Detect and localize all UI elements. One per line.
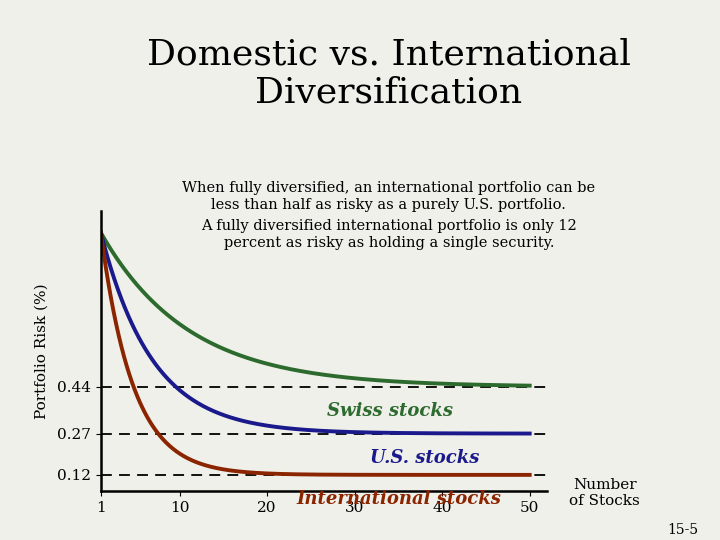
Text: 15-5: 15-5 [667,523,698,537]
Text: U.S. stocks: U.S. stocks [370,449,480,467]
Text: Number
of Stocks: Number of Stocks [570,478,640,508]
Text: International stocks: International stocks [296,490,501,508]
Y-axis label: Portfolio Risk (%): Portfolio Risk (%) [35,283,49,419]
Text: Swiss stocks: Swiss stocks [327,402,453,420]
Text: A fully diversified international portfolio is only 12
percent as risky as holdi: A fully diversified international portfo… [201,219,577,250]
Text: Domestic vs. International
Diversification: Domestic vs. International Diversificati… [147,38,631,110]
Text: When fully diversified, an international portfolio can be
less than half as risk: When fully diversified, an international… [182,181,595,212]
